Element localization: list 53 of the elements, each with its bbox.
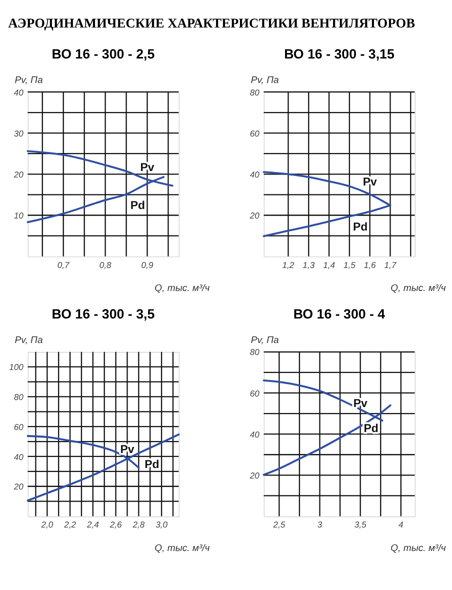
x-tick-label: 2,2	[63, 520, 76, 530]
y-tick-label: 60	[14, 422, 24, 432]
x-tick-label: 1,6	[364, 260, 376, 270]
chart-title: ВО 16 - 300 - 3,15	[284, 46, 395, 62]
y-axis-title: Pv, Па	[250, 334, 279, 346]
x-tick-label: 0,9	[141, 260, 154, 270]
y-tick-label: 20	[12, 169, 24, 180]
y-tick-label: 60	[250, 128, 260, 138]
x-tick-label: 1,4	[323, 260, 336, 270]
y-tick-label: 20	[248, 470, 260, 481]
y-tick-label: 80	[14, 392, 24, 402]
x-axis-title: Q, тыс. м³/ч	[154, 283, 210, 294]
x-tick-label: 1,7	[384, 260, 398, 270]
chart-title: ВО 16 - 300 - 2,5	[52, 46, 156, 62]
x-tick-label: 1,2	[282, 260, 294, 270]
y-tick-label: 40	[250, 429, 260, 440]
x-tick-label: 3,5	[354, 520, 367, 530]
x-axis-title: Q, тыс. м³/ч	[390, 543, 446, 554]
y-tick-label: 30	[14, 128, 24, 138]
series-label: Pd	[130, 200, 146, 212]
x-tick-label: 1,5	[343, 260, 356, 270]
x-tick-label: 2,4	[86, 520, 100, 530]
x-tick-label: 2,0	[40, 520, 54, 530]
y-tick-label: 100	[9, 362, 24, 372]
y-axis-title: Pv, Па	[14, 334, 43, 346]
text: АЭРОДИНАМИЧЕСКИЕ ХАРАКТЕРИСТИКИ ВЕНТИЛЯТОРОВ	[8, 15, 416, 30]
series-label: Pd	[364, 423, 378, 436]
y-tick-label: 40	[14, 87, 24, 98]
y-axis-title: Pv, Па	[250, 74, 279, 86]
chart-title: ВО 16 - 300 - 3,5	[52, 306, 156, 322]
y-tick-label: 20	[12, 482, 24, 492]
y-tick-label: 80	[250, 87, 260, 98]
x-tick-label: 3	[317, 520, 322, 530]
x-tick-label: 0,8	[99, 260, 112, 270]
y-tick-label: 80	[250, 347, 260, 358]
y-tick-label: 10	[14, 210, 24, 221]
x-tick-label: 1,3	[302, 260, 315, 270]
line-series	[26, 434, 180, 502]
chart-title: ВО 16 - 300 - 4	[293, 306, 386, 322]
y-tick-label: 40	[250, 169, 260, 180]
y-tick-label: 60	[250, 388, 260, 398]
series-label: Pd	[352, 222, 368, 234]
x-tick-label: 2,6	[108, 520, 122, 530]
x-tick-label: 2,5	[272, 520, 286, 530]
x-tick-label: 3,0	[156, 520, 168, 530]
y-tick-label: 20	[248, 210, 260, 221]
x-tick-label: 4	[398, 520, 404, 530]
y-axis-title: Pv, Па	[14, 74, 43, 86]
x-tick-label: 0,7	[57, 260, 71, 270]
x-axis-title: Q, тыс. м³/ч	[390, 283, 446, 294]
x-tick-label: 2,8	[132, 520, 145, 530]
y-tick-label: 40	[14, 452, 24, 462]
x-axis-title: Q, тыс. м³/ч	[154, 543, 210, 554]
